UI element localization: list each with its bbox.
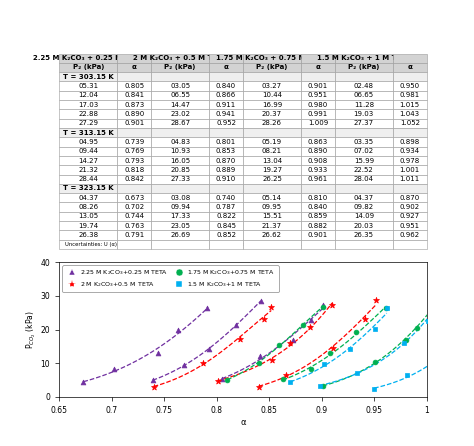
- Point: [214, 377, 221, 384]
- Point: [232, 322, 239, 329]
- Point: [275, 341, 283, 348]
- Point: [260, 316, 268, 323]
- Point: [371, 326, 379, 333]
- Point: [223, 376, 231, 383]
- Point: [319, 301, 327, 309]
- Point: [371, 358, 379, 365]
- Point: [320, 360, 328, 368]
- Point: [400, 339, 407, 347]
- Point: [299, 322, 307, 329]
- Point: [150, 383, 157, 390]
- Point: [236, 335, 244, 342]
- Point: [257, 297, 264, 305]
- Point: [174, 327, 182, 334]
- Point: [361, 316, 368, 323]
- Point: [286, 379, 294, 386]
- Point: [326, 349, 334, 356]
- Point: [110, 366, 118, 373]
- Point: [306, 323, 314, 330]
- Point: [282, 372, 290, 379]
- Point: [370, 385, 378, 392]
- Point: [403, 371, 410, 378]
- Point: [328, 301, 336, 309]
- Point: [80, 379, 87, 386]
- Point: [203, 305, 211, 312]
- Point: [319, 382, 327, 389]
- Point: [353, 328, 360, 335]
- Legend: 2.25 M K$_2$CO$_3$+0.25 M TETA, 2 M K$_2$CO$_3$+0.5 M TETA, 1.75 M K$_2$CO$_3$+0: 2.25 M K$_2$CO$_3$+0.25 M TETA, 2 M K$_2…: [63, 265, 279, 292]
- Point: [424, 318, 431, 325]
- Point: [319, 304, 327, 311]
- Point: [432, 298, 440, 305]
- Point: [307, 366, 315, 373]
- Point: [218, 376, 226, 383]
- Point: [382, 305, 390, 312]
- Point: [255, 383, 263, 390]
- Point: [279, 376, 287, 383]
- Point: [149, 377, 156, 384]
- Point: [267, 303, 275, 310]
- Point: [286, 339, 294, 347]
- Point: [268, 356, 276, 363]
- Point: [373, 297, 380, 304]
- Point: [290, 336, 297, 343]
- Point: [256, 353, 264, 360]
- Point: [329, 345, 337, 352]
- Point: [316, 382, 323, 389]
- Point: [199, 360, 207, 367]
- X-axis label: α: α: [240, 418, 246, 427]
- Point: [413, 325, 421, 332]
- Point: [346, 346, 354, 353]
- Point: [307, 316, 315, 323]
- Point: [468, 329, 474, 336]
- Point: [383, 305, 391, 312]
- Point: [154, 349, 162, 356]
- Point: [434, 299, 442, 306]
- Y-axis label: P$_{CO_2}$ (kPa): P$_{CO_2}$ (kPa): [24, 310, 38, 349]
- Point: [354, 370, 361, 377]
- Point: [438, 355, 446, 363]
- Point: [206, 345, 213, 352]
- Point: [255, 360, 263, 367]
- Point: [402, 336, 410, 343]
- Point: [180, 362, 188, 369]
